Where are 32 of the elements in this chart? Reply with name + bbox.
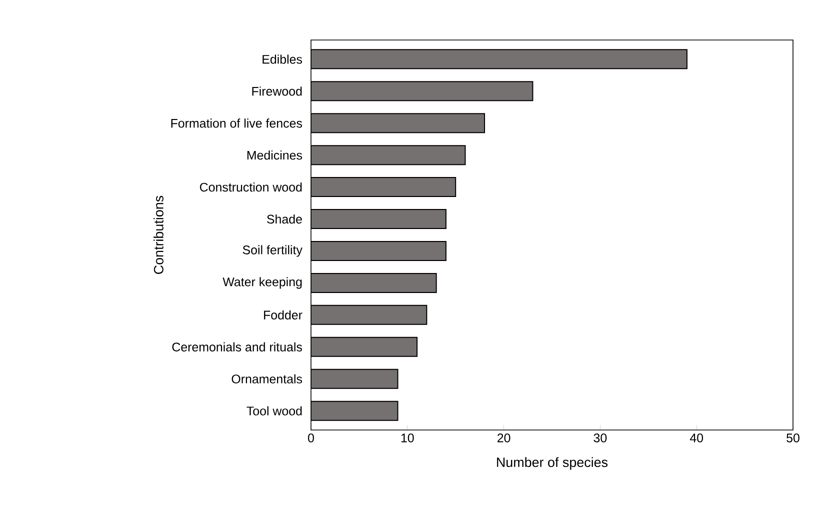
x-tick-label: 10 [401,434,414,442]
y-tick-label: Tool wood [246,406,302,416]
bar [310,304,428,325]
y-tick-label: Firewood [252,86,302,96]
x-tick-label: 0 [308,434,314,442]
bar [310,272,437,293]
x-tick-label: 20 [498,434,510,442]
y-tick-label: Construction wood [200,182,302,192]
y-tick-label: Ceremonials and rituals [172,342,302,352]
bar [310,145,466,166]
bar [310,81,534,102]
y-tick-label: Medicines [247,150,302,160]
bar [310,400,398,421]
y-tick-label: Edibles [262,54,302,64]
y-tick-label: Ornamentals [232,374,302,384]
y-tick-label: Water keeping [222,277,302,289]
bar [310,368,398,389]
y-tick-label: Shade [267,214,302,224]
x-axis-title: Number of species [497,457,608,470]
x-tick-label: 50 [786,434,800,442]
y-tick-label: Formation of live fences [171,118,302,128]
y-axis-title: Contributions [154,196,164,274]
x-tick-label: 40 [690,434,704,442]
y-tick-label: Fodder [264,310,302,320]
bar [310,49,688,70]
x-tick-label: 30 [594,434,607,442]
bar [310,240,446,261]
y-tick-label: Soil fertility [242,245,302,257]
bar [310,177,456,198]
bar [310,209,446,230]
bar [310,336,418,357]
bar [310,113,486,134]
